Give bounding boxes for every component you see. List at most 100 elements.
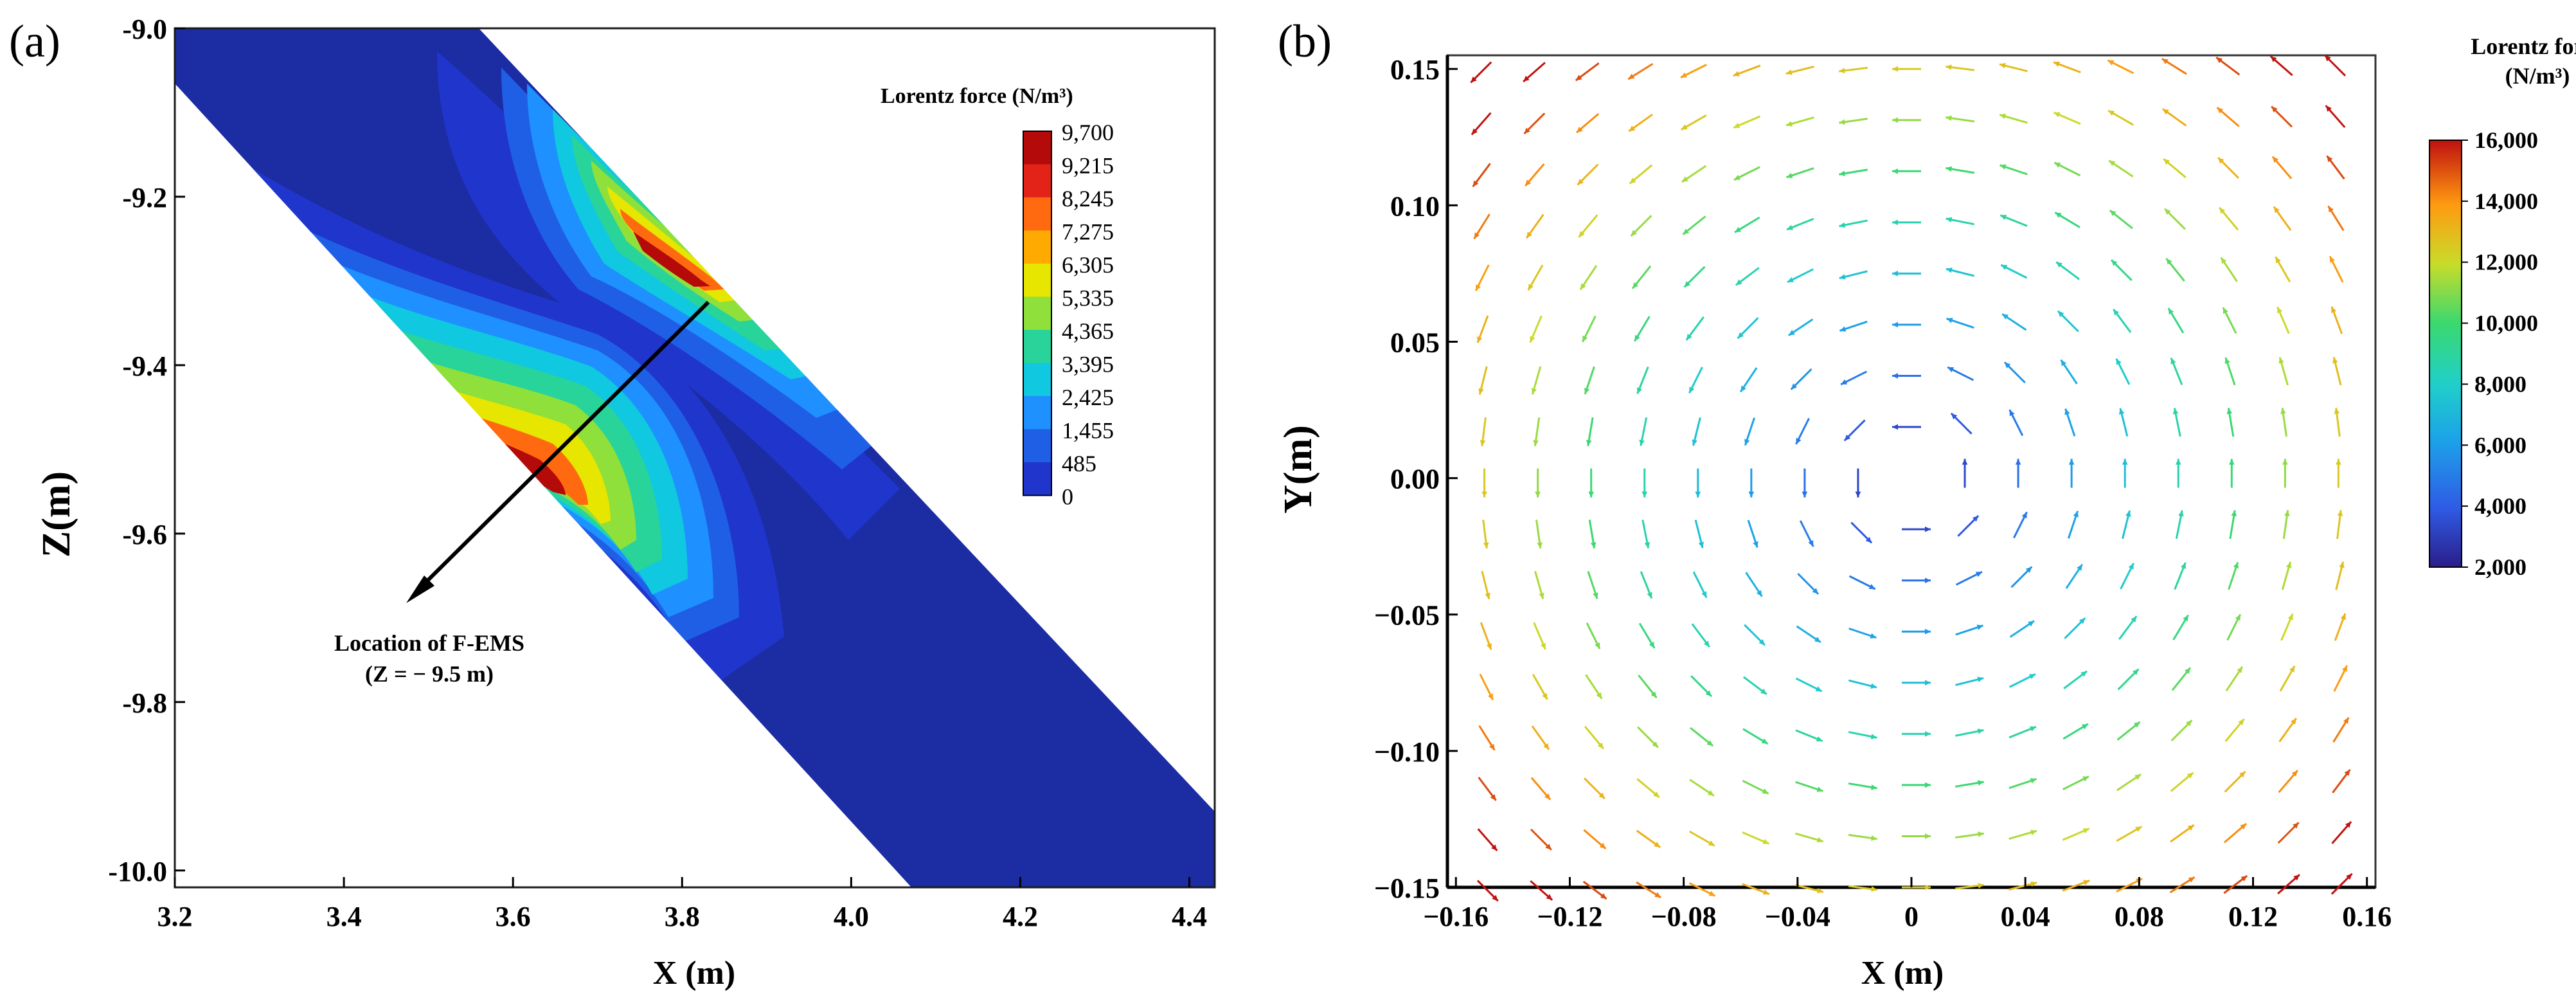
vector-arrow <box>2215 57 2241 76</box>
vector-arrow <box>1999 113 2028 124</box>
vector-arrow <box>1692 571 1708 599</box>
vector-arrow <box>1688 367 1703 394</box>
colorbar-b-gradient <box>2429 140 2462 568</box>
vector-arrow <box>1999 62 2028 73</box>
vector-arrow <box>2003 361 2026 384</box>
colorbar-a-label: 2,425 <box>1062 385 1114 410</box>
vector-arrow <box>2170 358 2183 385</box>
x-tick-label: 0.12 <box>2228 901 2278 932</box>
vector-arrow <box>2062 880 2090 892</box>
x-axis-b: −0.16 −0.12 −0.08 −0.04 0 0.04 0.08 0.12 0.16 <box>1423 877 2392 932</box>
colorbar-a-swatch <box>1023 396 1051 430</box>
vector-arrow <box>2329 255 2344 283</box>
vector-arrow <box>2057 310 2079 332</box>
x-tick-label: 4.0 <box>834 901 869 932</box>
vector-arrow <box>1950 412 1972 435</box>
vector-arrow <box>2172 408 2181 437</box>
colorbar-b-title-1: Lorentz force <box>2471 33 2576 59</box>
vector-arrow <box>1535 520 1543 549</box>
vector-arrow <box>1795 781 1823 792</box>
vector-arrow <box>1838 66 1868 74</box>
vector-arrow <box>2008 829 2037 840</box>
vector-arrow <box>2224 770 2246 793</box>
vector-arrow <box>2330 306 2343 334</box>
arrowhead <box>406 575 434 603</box>
y-tick-label: −0.05 <box>1374 600 1440 631</box>
y-tick-label: 0.10 <box>1390 190 1440 222</box>
vector-arrow <box>1795 677 1823 693</box>
vector-arrow <box>2336 458 2341 488</box>
colorbar-a-swatch <box>1023 429 1051 462</box>
colorbar-b-label: 2,000 <box>2474 554 2527 580</box>
vector-arrow <box>2325 105 2346 129</box>
vector-arrow <box>2000 264 2028 279</box>
colorbar-a-label: 7,275 <box>1062 219 1114 245</box>
vector-arrow <box>1744 624 1766 646</box>
vector-arrow <box>2107 109 2134 126</box>
vector-arrow <box>2008 725 2037 739</box>
vector-arrow <box>1744 417 1756 446</box>
vector-arrow <box>1742 728 1769 745</box>
vector-arrow <box>1957 514 1980 537</box>
colorbar-b-label: 4,000 <box>2474 493 2527 519</box>
vector-arrow <box>1734 216 1760 233</box>
vector-arrow <box>1472 163 1491 188</box>
vector-arrow <box>2224 357 2236 386</box>
vector-arrow <box>1579 265 1598 291</box>
colorbar-b-label: 10,000 <box>2474 311 2538 336</box>
vector-arrow <box>2064 617 2086 639</box>
vector-arrow <box>1481 468 1487 498</box>
vector-arrow <box>2161 58 2187 75</box>
vector-arrow <box>1945 115 1975 123</box>
vector-arrow <box>2334 408 2341 437</box>
vector-arrow <box>2332 357 2342 386</box>
vector-arrow <box>1733 166 1760 181</box>
vector-arrow <box>1787 268 1814 284</box>
colorbar-a-label: 5,335 <box>1062 285 1114 311</box>
vector-arrow <box>2330 873 2353 895</box>
y-tick-label: -9.6 <box>122 519 167 550</box>
vector-arrow <box>1585 674 1603 700</box>
vector-arrow <box>1902 884 1931 891</box>
colorbar-a-label: 9,700 <box>1062 120 1114 145</box>
vector-arrow <box>1839 118 1868 125</box>
vector-arrow <box>1848 782 1877 790</box>
colorbar-a-label: 4,365 <box>1062 318 1114 344</box>
vector-arrow <box>2116 721 2141 741</box>
vector-arrow <box>2175 458 2181 488</box>
colorbar-a-label: 8,245 <box>1062 186 1114 212</box>
vector-arrow <box>1690 727 1714 747</box>
vector-arrow <box>1582 880 1607 900</box>
colorbar-a-label: 3,395 <box>1062 352 1114 377</box>
vector-arrow <box>1470 61 1492 84</box>
x-tick-label: 0.08 <box>2115 901 2164 932</box>
colorbar-a-swatch <box>1023 462 1051 496</box>
panel-b: (b) 0.15 0.10 0.05 0.00 −0.05 −0.10 −0.15 −0.1… <box>1276 15 2576 991</box>
vector-arrow <box>1681 165 1707 183</box>
y-tick-label: −0.10 <box>1374 736 1440 768</box>
vector-arrow <box>2118 615 2138 640</box>
vector-arrow <box>1525 213 1544 239</box>
vector-arrow <box>1477 828 1498 852</box>
vector-arrow <box>1735 267 1760 286</box>
vector-arrow <box>2223 822 2248 844</box>
vector-arrow <box>2169 876 2196 894</box>
vector-arrow <box>1690 675 1713 698</box>
vector-arrow <box>1636 778 1660 799</box>
vector-arrow <box>1533 417 1541 446</box>
vector-arrow <box>2222 307 2237 334</box>
vector-arrow <box>1742 831 1770 845</box>
x-axis-label-a: X (m) <box>653 955 736 991</box>
vector-arrow <box>2118 408 2129 437</box>
vector-arrow <box>1636 367 1649 394</box>
vector-arrow <box>2008 409 2024 437</box>
vector-arrow <box>1962 458 1968 488</box>
vector-arrow <box>1634 316 1650 342</box>
vector-arrow <box>2279 665 2296 692</box>
vector-arrow <box>1839 219 1868 228</box>
vector-arrow <box>1533 622 1546 650</box>
vector-arrow <box>1639 417 1648 446</box>
vector-arrow <box>1682 215 1706 235</box>
colorbar-b-label: 16,000 <box>2474 127 2538 153</box>
vector-arrow <box>1478 725 1496 751</box>
